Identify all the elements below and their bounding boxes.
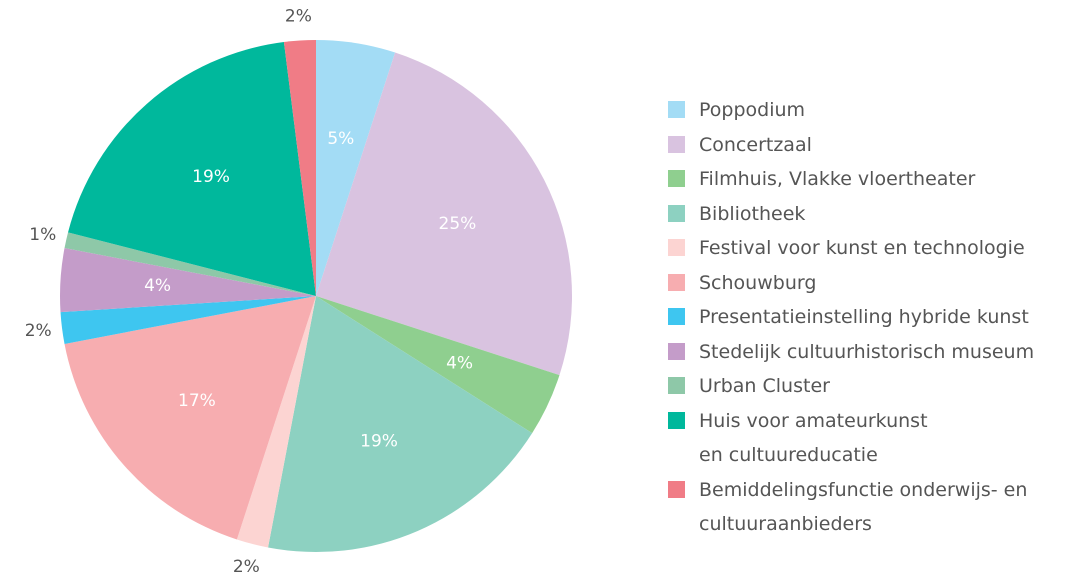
legend-label: Filmhuis, Vlakke vloertheater <box>699 168 976 190</box>
legend-label: Poppodium <box>699 99 806 121</box>
slice-label: 4% <box>446 354 473 374</box>
legend-swatch <box>668 377 685 394</box>
pie-slice <box>59 248 316 313</box>
legend-swatch <box>668 135 685 153</box>
legend-label: Bibliotheek <box>699 202 806 225</box>
slice-label: 17% <box>178 391 216 411</box>
legend-label: Festival voor kunst en technologie <box>699 237 1025 259</box>
slice-label: 2% <box>233 557 260 573</box>
legend-swatch <box>668 170 685 187</box>
legend-item: Concertzaal <box>668 128 1034 163</box>
legend-label: Concertzaal <box>699 133 812 156</box>
legend-label: Urban Cluster <box>699 375 830 397</box>
legend-swatch <box>668 342 685 360</box>
pie-slice <box>64 232 317 296</box>
slice-label: 2% <box>25 321 52 341</box>
slice-label: 1% <box>29 225 56 245</box>
legend-item: Schouwburg <box>668 266 1034 301</box>
pie-slice <box>68 42 316 297</box>
legend-swatch <box>668 101 685 118</box>
legend-item: Urban Cluster <box>668 369 1034 404</box>
legend-label: Presentatieinstelling hybride kunst <box>699 306 1029 328</box>
legend: Poppodium Concertzaal Filmhuis, Vlakke vlo… <box>668 93 1034 542</box>
legend-item: Filmhuis, Vlakke vloertheater <box>668 162 1034 197</box>
legend-swatch <box>668 204 685 222</box>
legend-item: Bemiddelingsfunctie onderwijs- en cultuu… <box>668 473 1034 542</box>
pie-slice <box>316 40 396 296</box>
pie-chart: 5% 25% 4% 19% 2% 17% 2% 4% 1% 19% 2% <box>25 7 572 573</box>
legend-item: Presentatieinstelling hybride kunst <box>668 300 1034 335</box>
legend-swatch <box>668 273 685 291</box>
pie-slice <box>316 296 560 434</box>
legend-label: Huis voor amateurkunst en cultuureducati… <box>699 409 928 467</box>
legend-label: Bemiddelingsfunctie onderwijs- en cultuu… <box>699 478 1028 536</box>
slice-label: 2% <box>285 7 312 27</box>
legend-label: Schouwburg <box>699 271 817 294</box>
legend-item: Bibliotheek <box>668 197 1034 232</box>
slice-label: 19% <box>192 167 230 187</box>
slice-label: 25% <box>439 214 477 234</box>
pie-slice <box>64 296 317 540</box>
pie-slice <box>283 40 316 296</box>
legend-item: Poppodium <box>668 93 1034 128</box>
legend-swatch <box>668 308 685 325</box>
slice-label: 19% <box>360 432 398 452</box>
legend-item: Stedelijk cultuurhistorisch museum <box>668 335 1034 370</box>
pie-slice <box>236 296 316 548</box>
legend-item: Huis voor amateurkunst en cultuureducati… <box>668 404 1034 473</box>
legend-item: Festival voor kunst en technologie <box>668 231 1034 266</box>
legend-swatch <box>668 480 685 498</box>
slice-label: 5% <box>327 129 354 149</box>
slice-label: 4% <box>144 276 171 296</box>
pie-slice <box>316 52 572 376</box>
pie-slice <box>60 296 316 344</box>
legend-swatch <box>668 411 685 429</box>
legend-label: Stedelijk cultuurhistorisch museum <box>699 340 1035 363</box>
pie-slice <box>268 296 533 552</box>
legend-swatch <box>668 239 685 256</box>
